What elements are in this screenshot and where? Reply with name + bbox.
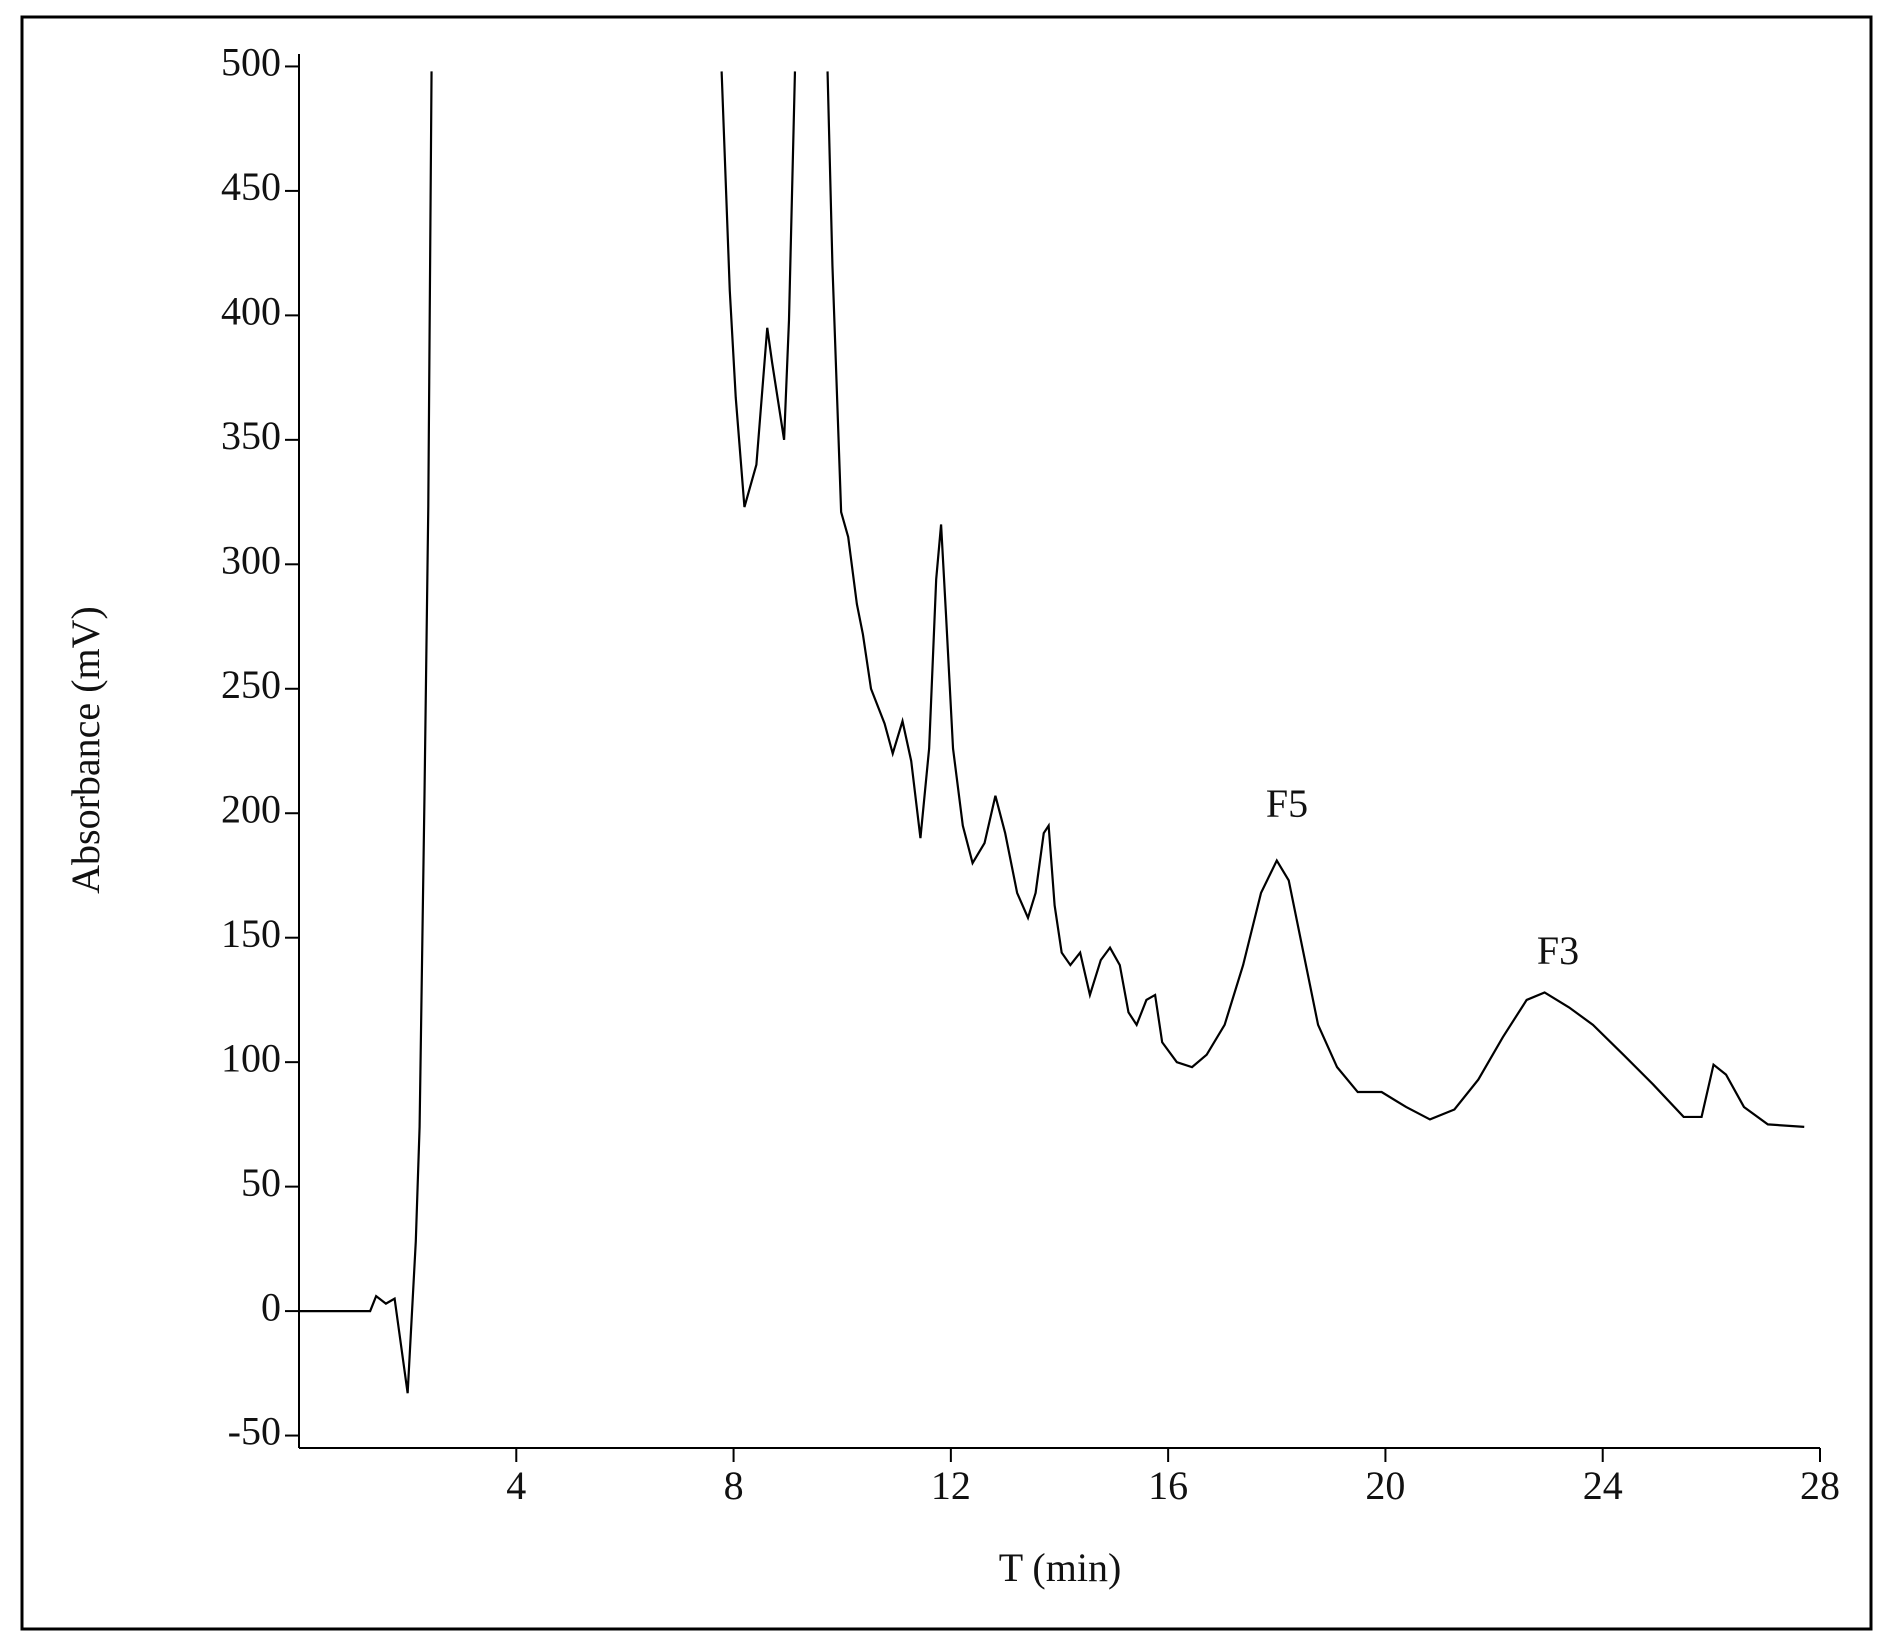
y-tick-label: 450 bbox=[221, 164, 281, 209]
y-tick-label: -50 bbox=[228, 1409, 281, 1454]
x-tick-label: 24 bbox=[1583, 1463, 1623, 1508]
y-tick-label: 50 bbox=[241, 1160, 281, 1205]
y-tick-label: 0 bbox=[261, 1284, 281, 1329]
y-tick-label: 100 bbox=[221, 1035, 281, 1080]
y-axis-label: Absorbance (mV) bbox=[63, 606, 108, 894]
y-tick-label: 350 bbox=[221, 413, 281, 458]
y-tick-label: 300 bbox=[221, 537, 281, 582]
peak-annotation: F3 bbox=[1537, 928, 1579, 973]
x-tick-label: 8 bbox=[724, 1463, 744, 1508]
frame bbox=[20, 15, 1873, 1631]
x-tick-label: 20 bbox=[1365, 1463, 1405, 1508]
x-tick-label: 16 bbox=[1148, 1463, 1188, 1508]
y-tick-label: 500 bbox=[221, 40, 281, 85]
y-tick-label: 250 bbox=[221, 662, 281, 707]
x-axis-label: T (min) bbox=[999, 1545, 1122, 1590]
x-tick-label: 4 bbox=[506, 1463, 526, 1508]
x-tick-label: 28 bbox=[1800, 1463, 1840, 1508]
data-line bbox=[299, 71, 1805, 1394]
x-tick-label: 12 bbox=[931, 1463, 971, 1508]
peak-annotation: F5 bbox=[1266, 781, 1308, 826]
y-tick-label: 400 bbox=[221, 289, 281, 334]
y-tick-label: 200 bbox=[221, 786, 281, 831]
y-tick-label: 150 bbox=[221, 911, 281, 956]
